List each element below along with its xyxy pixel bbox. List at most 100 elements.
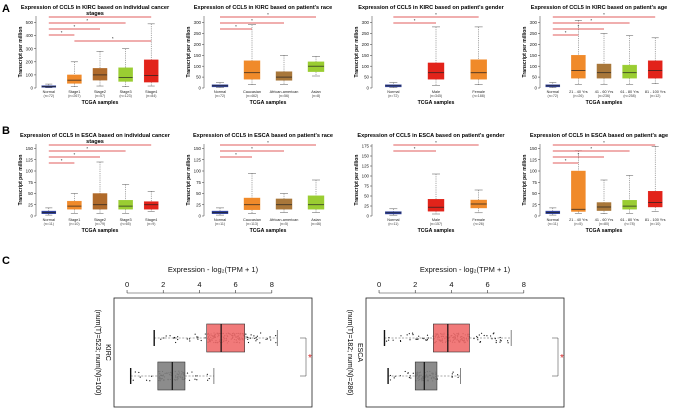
tumor-point xyxy=(426,334,429,336)
category-label: Normal xyxy=(547,218,559,222)
tumor-point xyxy=(270,339,272,341)
tumor-point xyxy=(412,334,414,336)
tumor-point xyxy=(477,339,479,341)
significance-star: * xyxy=(99,12,101,17)
significance-star: * xyxy=(267,12,269,17)
significance-star: * xyxy=(590,18,592,23)
significance-star: * xyxy=(86,146,88,151)
tumor-point xyxy=(160,338,162,340)
chart-title: Expression of CCL5 in KIRC based on pati… xyxy=(194,5,332,11)
x-axis-label: TCGA samples xyxy=(82,228,119,234)
tumor-point xyxy=(507,342,509,344)
significance-star: * xyxy=(235,152,237,157)
tumor-point xyxy=(408,333,410,335)
normal-point xyxy=(207,379,209,381)
chart-title: Expression of CCL5 in ESCA based on pati… xyxy=(357,133,505,139)
chart-title-line2: stages xyxy=(86,11,104,17)
normal-point xyxy=(188,379,191,381)
category-label: 61 - 80 Yrs xyxy=(620,218,639,222)
y-tick-label: 150 xyxy=(194,146,202,151)
normal-point xyxy=(206,373,208,375)
box-caucasian xyxy=(243,60,261,80)
chart-a1: Expression of CCL5 in KIRC based on indi… xyxy=(18,5,170,106)
y-axis-label: Transcript per million xyxy=(522,27,528,78)
normal-point xyxy=(149,380,151,382)
category-label: Normal xyxy=(387,218,399,222)
chart-a2: Expression of CCL5 in KIRC based on pati… xyxy=(186,5,332,106)
tumor-point xyxy=(423,338,425,340)
chart-title: Expression of CCL5 in ESCA based on pati… xyxy=(530,133,668,139)
tumor-point xyxy=(400,335,402,337)
box-stage4 xyxy=(143,59,159,83)
category-count: (n=267) xyxy=(68,94,81,98)
y-tick-label: 200 xyxy=(26,59,34,64)
chart-title-line2: stages xyxy=(86,139,104,145)
y-tick-label: 0 xyxy=(199,86,202,91)
y-tick-label: 25 xyxy=(364,204,369,209)
significance-star: * xyxy=(61,30,63,35)
plot-frame xyxy=(113,297,313,408)
category-count: (n=78) xyxy=(624,222,635,226)
significance-star: * xyxy=(565,158,567,163)
plot-frame xyxy=(365,297,565,408)
x-tick-label: 2 xyxy=(161,280,165,289)
normal-point xyxy=(194,378,196,380)
tumor-point xyxy=(489,335,492,337)
y-tick-label: 25 xyxy=(196,202,201,207)
normal-point xyxy=(408,376,411,379)
category-count: (n=11) xyxy=(215,222,225,226)
tumor-point xyxy=(417,338,419,340)
y-tick-label: 300 xyxy=(26,46,34,51)
box-age61 xyxy=(622,200,637,210)
box-female xyxy=(470,59,487,80)
normal-point xyxy=(457,374,459,376)
box-age41 xyxy=(596,63,612,79)
tumor-point xyxy=(197,336,199,338)
category-label: 81 - 100 Yrs xyxy=(645,90,666,94)
chart-b2: Expression of CCL5 in ESCA based on pati… xyxy=(186,133,333,234)
significance-star: * xyxy=(560,353,564,364)
category-count: (n=26) xyxy=(573,94,584,98)
category-label: Normal xyxy=(43,90,55,94)
tumor-point xyxy=(188,338,191,340)
y-tick-label: 0 xyxy=(535,214,538,219)
x-axis-label: TCGA samples xyxy=(418,228,455,234)
y-tick-label: 75 xyxy=(532,180,537,185)
y-tick-label: 300 xyxy=(530,20,538,25)
category-count: (n=26) xyxy=(473,222,484,226)
category-count: (n=188) xyxy=(472,94,485,98)
significance-star: * xyxy=(86,18,88,23)
significance-star: * xyxy=(235,24,237,29)
y-tick-label: 300 xyxy=(362,20,370,25)
y-tick-label: 150 xyxy=(530,146,538,151)
tumor-point xyxy=(247,336,249,339)
significance-star: * xyxy=(590,146,592,151)
y-tick-label: 175 xyxy=(362,144,370,149)
significance-star: * xyxy=(74,24,76,29)
tumor-point xyxy=(245,333,247,335)
box-stage2 xyxy=(92,193,108,210)
tumor-point xyxy=(495,340,497,342)
box-african xyxy=(275,198,293,210)
tumor-point xyxy=(250,334,252,336)
category-label: Stage2 xyxy=(94,218,106,222)
y-tick-label: 50 xyxy=(364,75,369,80)
y-tick-label: 200 xyxy=(530,42,538,47)
box-age21 xyxy=(571,170,586,212)
y-tick-label: 25 xyxy=(28,202,33,207)
y-tick-label: 100 xyxy=(362,64,370,69)
y-axis-label: Transcript per million xyxy=(186,27,192,78)
category-label: Stage4 xyxy=(145,218,157,222)
y-tick-label: 125 xyxy=(26,157,34,162)
y-tick-label: 100 xyxy=(530,64,538,69)
significance-star: * xyxy=(112,36,114,41)
chart-a4: Expression of CCL5 in KIRC based on pati… xyxy=(522,5,667,106)
category-count: (n=79) xyxy=(95,222,106,226)
category-label: 81 - 100 Yrs xyxy=(645,218,666,222)
y-tick-label: 100 xyxy=(26,73,34,78)
category-label: Asian xyxy=(311,90,321,94)
category-label: 61 - 80 Yrs xyxy=(620,90,639,94)
tumor-point xyxy=(269,336,271,338)
tumor-point xyxy=(392,339,394,341)
y-tick-label: 50 xyxy=(532,191,537,196)
